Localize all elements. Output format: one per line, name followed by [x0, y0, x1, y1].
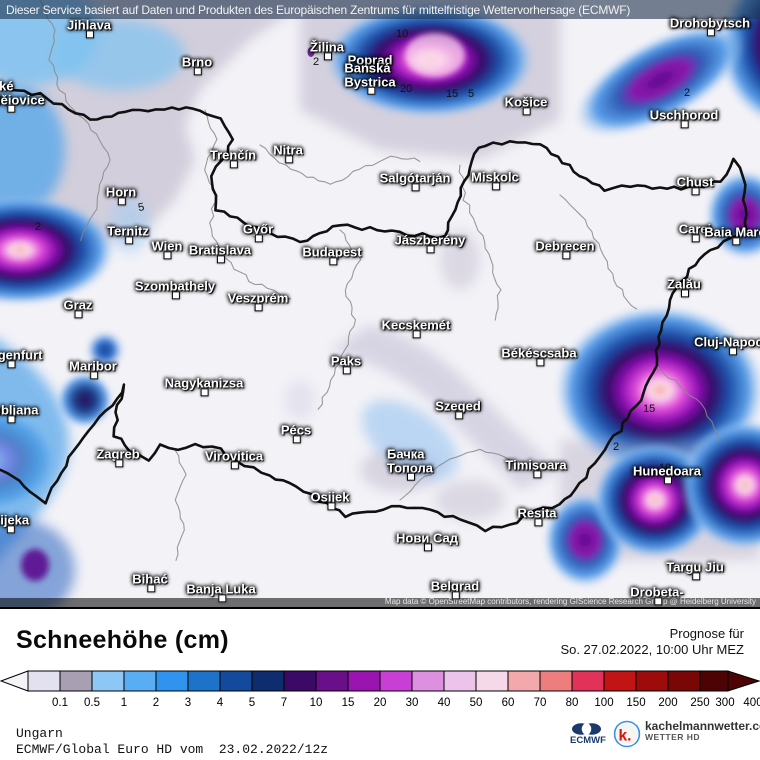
svg-text:0.5: 0.5 — [84, 697, 100, 709]
svg-text:50: 50 — [470, 697, 483, 709]
svg-text:0.1: 0.1 — [52, 697, 68, 709]
svg-text:5: 5 — [249, 697, 255, 709]
svg-text:30: 30 — [406, 697, 419, 709]
svg-text:4: 4 — [217, 697, 224, 709]
svg-text:80: 80 — [566, 697, 579, 709]
svg-text:ECMWF: ECMWF — [570, 735, 606, 746]
svg-text:100: 100 — [594, 697, 613, 709]
svg-text:k.: k. — [619, 728, 632, 745]
svg-text:250: 250 — [690, 697, 709, 709]
svg-text:10: 10 — [310, 697, 323, 709]
svg-text:15: 15 — [342, 697, 355, 709]
svg-text:1: 1 — [121, 697, 127, 709]
svg-text:3: 3 — [185, 697, 191, 709]
svg-text:20: 20 — [374, 697, 387, 709]
svg-text:150: 150 — [626, 697, 645, 709]
svg-text:7: 7 — [281, 697, 287, 709]
svg-text:200: 200 — [658, 697, 677, 709]
svg-text:400: 400 — [743, 697, 760, 709]
svg-text:300: 300 — [715, 697, 734, 709]
svg-text:40: 40 — [438, 697, 451, 709]
svg-text:70: 70 — [534, 697, 547, 709]
svg-text:60: 60 — [502, 697, 515, 709]
svg-text:2: 2 — [153, 697, 159, 709]
